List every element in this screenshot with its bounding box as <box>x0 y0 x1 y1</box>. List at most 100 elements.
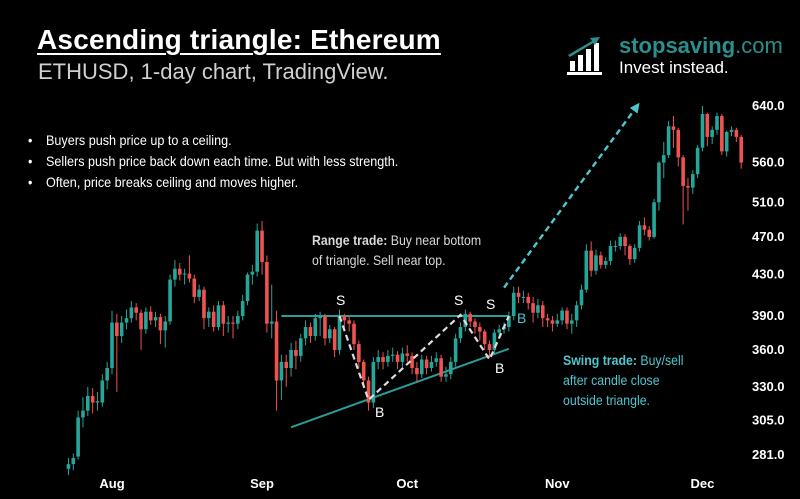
candle-body <box>661 155 666 163</box>
candle <box>482 329 487 350</box>
candle <box>516 286 521 304</box>
bullet-dot: • <box>28 153 33 169</box>
candle-body <box>613 246 618 248</box>
candle-body <box>497 329 501 333</box>
candle <box>647 226 652 241</box>
candle-body <box>284 361 289 368</box>
candle <box>182 268 187 285</box>
candle <box>86 386 90 417</box>
candle-body <box>168 279 172 322</box>
candle <box>492 329 497 355</box>
candle <box>139 309 143 350</box>
candle <box>666 120 671 159</box>
candle-body <box>434 358 439 362</box>
candle-body <box>729 129 734 132</box>
candle-body <box>608 246 613 262</box>
candle-body <box>400 353 405 362</box>
y-tick-label: 560.0 <box>752 155 785 170</box>
candle <box>279 354 284 400</box>
candle <box>231 316 235 339</box>
candle-body <box>739 136 743 163</box>
candle-body <box>628 246 632 260</box>
x-tick-label: Aug <box>99 476 124 491</box>
x-tick-label: Oct <box>396 476 418 491</box>
candle-body <box>100 380 105 403</box>
candle-body <box>119 322 124 337</box>
candle <box>95 392 100 411</box>
candle-body <box>676 129 681 158</box>
candle-body <box>177 268 182 275</box>
bullet-item: • Buyers push price up to a ceiling. <box>28 130 398 151</box>
candle-body <box>144 311 148 330</box>
candle <box>584 244 589 293</box>
candle-body <box>424 359 429 368</box>
candle <box>618 233 622 250</box>
candle <box>376 349 380 370</box>
candle-body <box>666 126 671 156</box>
y-tick-label: 470.0 <box>752 229 785 244</box>
candle-body <box>419 359 424 375</box>
candle-body <box>492 332 497 350</box>
candle-body <box>371 361 376 403</box>
candle <box>134 303 138 321</box>
range-swing-path <box>338 313 510 402</box>
candle <box>144 307 148 334</box>
candle-body <box>652 202 656 237</box>
y-tick-label: 390.0 <box>752 308 785 323</box>
candle-body <box>245 274 250 302</box>
candle-body <box>274 321 279 381</box>
candle <box>623 234 627 256</box>
candle <box>720 114 724 156</box>
candle-body <box>720 116 724 152</box>
candle-body <box>390 354 395 356</box>
candle <box>695 144 700 179</box>
sell-label: S <box>454 292 464 308</box>
candle <box>434 352 439 367</box>
candle <box>119 316 124 343</box>
time-axis: Aug Sep Oct Nov Dec <box>99 476 714 491</box>
candle-body <box>449 361 453 375</box>
swing-trade-note: Swing trade: Buy/sell after candle close… <box>563 352 684 408</box>
candle <box>90 388 95 414</box>
candle-body <box>405 353 410 356</box>
candle-body <box>337 316 342 350</box>
candle <box>676 127 681 167</box>
candle-body <box>507 316 511 328</box>
candle-body <box>182 273 187 275</box>
candle-body <box>671 126 676 130</box>
candle <box>400 347 405 367</box>
candle <box>221 301 226 337</box>
candle <box>555 313 560 328</box>
candle <box>478 322 482 341</box>
candle-body <box>657 162 661 203</box>
candle-body <box>381 357 385 362</box>
candle <box>81 397 85 428</box>
candle <box>507 311 511 332</box>
x-tick-label: Nov <box>545 476 570 491</box>
candle-body <box>589 250 593 271</box>
candle-body <box>574 305 579 321</box>
candle-body <box>521 296 526 298</box>
candle <box>642 217 647 236</box>
candle <box>76 410 80 460</box>
candle-body <box>516 292 521 297</box>
candle-body <box>681 157 685 186</box>
candle <box>100 374 105 407</box>
candle <box>308 322 313 343</box>
candle <box>289 342 293 377</box>
candle <box>473 318 477 334</box>
candle <box>226 316 230 333</box>
candle-body <box>197 289 201 297</box>
candle-body <box>289 349 293 368</box>
candle-body <box>623 236 627 247</box>
candle <box>594 249 598 275</box>
candle-body <box>705 114 710 137</box>
candle <box>274 310 279 411</box>
candle-body <box>473 321 477 328</box>
candle <box>66 458 71 476</box>
candle <box>124 309 129 330</box>
candle <box>366 376 371 411</box>
y-tick-label: 510.0 <box>752 194 785 209</box>
y-tick-label: 281.0 <box>752 447 785 462</box>
candle <box>637 220 642 252</box>
